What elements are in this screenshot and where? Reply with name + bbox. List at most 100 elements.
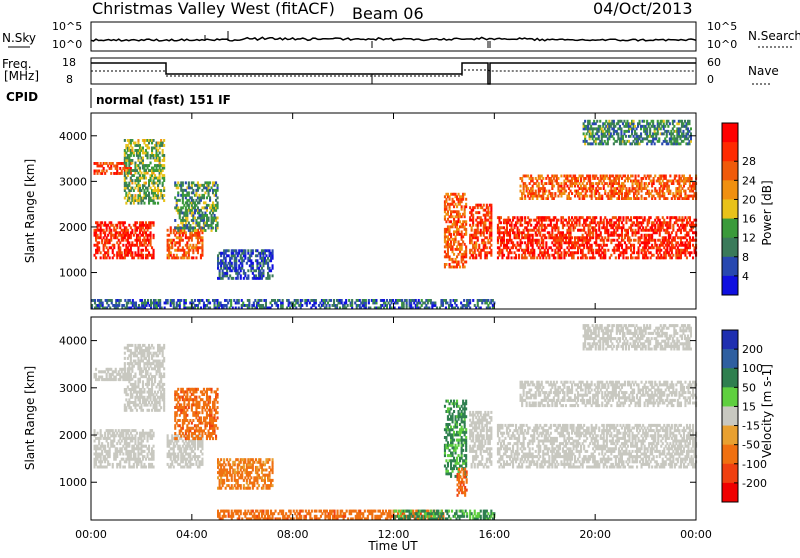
- echo-cell: [463, 207, 466, 211]
- echo-cell: [654, 226, 657, 230]
- echo-cell: [619, 253, 622, 257]
- echo-cell: [343, 304, 346, 307]
- echo-cell: [504, 218, 507, 222]
- echo-cell: [138, 166, 141, 170]
- echo-cell: [187, 181, 190, 185]
- freq-strip: Freq. [MHz] 18 8 60 0 Nave: [2, 56, 779, 86]
- echo-cell: [354, 301, 357, 305]
- echo-cell: [177, 193, 180, 197]
- echo-cell: [470, 238, 473, 242]
- echo-cell: [210, 229, 213, 232]
- echo-cell: [498, 221, 501, 225]
- echo-cell: [684, 179, 687, 183]
- echo-cell: [595, 236, 598, 240]
- echo-cell: [148, 191, 151, 195]
- echo-cell: [190, 201, 193, 205]
- echo-cell: [428, 306, 431, 310]
- echo-cell: [216, 301, 219, 305]
- echo-cell: [684, 194, 687, 198]
- echo-cell: [114, 231, 117, 235]
- echo-cell: [655, 221, 658, 225]
- echo-cell: [125, 233, 128, 237]
- echo-cell: [676, 139, 679, 143]
- echo-cell: [490, 221, 493, 225]
- echo-cell: [268, 274, 271, 278]
- echo-cell: [108, 447, 111, 451]
- echo-cell: [690, 187, 693, 190]
- echo-cell: [381, 299, 384, 302]
- echo-cell: [596, 233, 599, 237]
- echo-cell: [141, 221, 144, 225]
- echo-cell: [688, 251, 691, 255]
- echo-cell: [212, 216, 215, 220]
- echo-cell: [596, 127, 599, 131]
- echo-cell: [661, 192, 664, 195]
- echo-cell: [198, 233, 201, 237]
- echo-cell: [563, 251, 566, 255]
- echo-cell: [201, 214, 204, 217]
- echo-cell: [451, 197, 454, 201]
- echo-cell: [157, 189, 160, 192]
- echo-cell: [613, 221, 616, 225]
- echo-cell: [593, 174, 596, 178]
- echo-cell: [639, 216, 642, 220]
- echo-cell: [580, 236, 583, 240]
- echo-cell: [516, 226, 519, 230]
- echo-cell: [443, 215, 446, 219]
- echo-cell: [580, 216, 583, 220]
- echo-cell: [537, 226, 540, 230]
- echo-cell: [563, 218, 566, 222]
- echo-cell: [633, 221, 636, 225]
- echo-cell: [138, 238, 141, 242]
- echo-cell: [443, 217, 446, 221]
- nsky-strip: N.Sky 10^5 10^0 10^5 10^0 N.Search: [2, 20, 800, 52]
- echo-cell: [144, 238, 147, 242]
- echo-cell: [473, 233, 476, 237]
- echo-cell: [453, 242, 456, 246]
- echo-cell: [410, 304, 413, 307]
- echo-cell: [184, 224, 187, 227]
- echo-cell: [307, 299, 310, 302]
- echo-cell: [143, 141, 146, 145]
- echo-cell: [413, 301, 416, 305]
- echo-cell: [628, 246, 631, 250]
- echo-cell: [595, 231, 598, 235]
- echo-cell: [456, 245, 459, 249]
- echo-cell: [450, 245, 453, 249]
- echo-cell: [192, 188, 195, 192]
- echo-cell: [120, 233, 123, 237]
- echo-cell: [192, 191, 195, 195]
- echo-cell: [581, 216, 584, 220]
- echo-cell: [161, 196, 164, 200]
- echo-cell: [180, 299, 183, 302]
- echo-cell: [646, 241, 649, 245]
- echo-cell: [184, 188, 187, 192]
- echo-cell: [689, 132, 692, 136]
- echo-cell: [633, 248, 636, 252]
- echo-cell: [509, 231, 512, 235]
- echo-cell: [588, 137, 591, 141]
- echo-cell: [499, 236, 502, 240]
- echo-cell: [446, 225, 449, 229]
- echo-cell: [177, 211, 180, 215]
- echo-cell: [602, 129, 605, 133]
- echo-cell: [399, 299, 402, 302]
- echo-cell: [640, 233, 643, 237]
- echo-cell: [693, 184, 696, 188]
- echo-cell: [95, 460, 98, 464]
- echo-cell: [140, 221, 143, 225]
- echo-cell: [161, 159, 164, 162]
- echo-cell: [135, 154, 138, 157]
- echo-cell: [172, 238, 175, 242]
- echo-cell: [125, 146, 128, 150]
- echo-cell: [607, 248, 610, 252]
- echo-cell: [513, 233, 516, 237]
- echo-cell: [220, 251, 223, 255]
- echo-cell: [658, 192, 661, 195]
- echo-cell: [496, 251, 499, 255]
- echo-cell: [174, 226, 177, 230]
- echo-cell: [658, 233, 661, 237]
- echo-cell: [651, 184, 654, 188]
- echo-cell: [137, 251, 140, 255]
- echo-cell: [116, 465, 119, 469]
